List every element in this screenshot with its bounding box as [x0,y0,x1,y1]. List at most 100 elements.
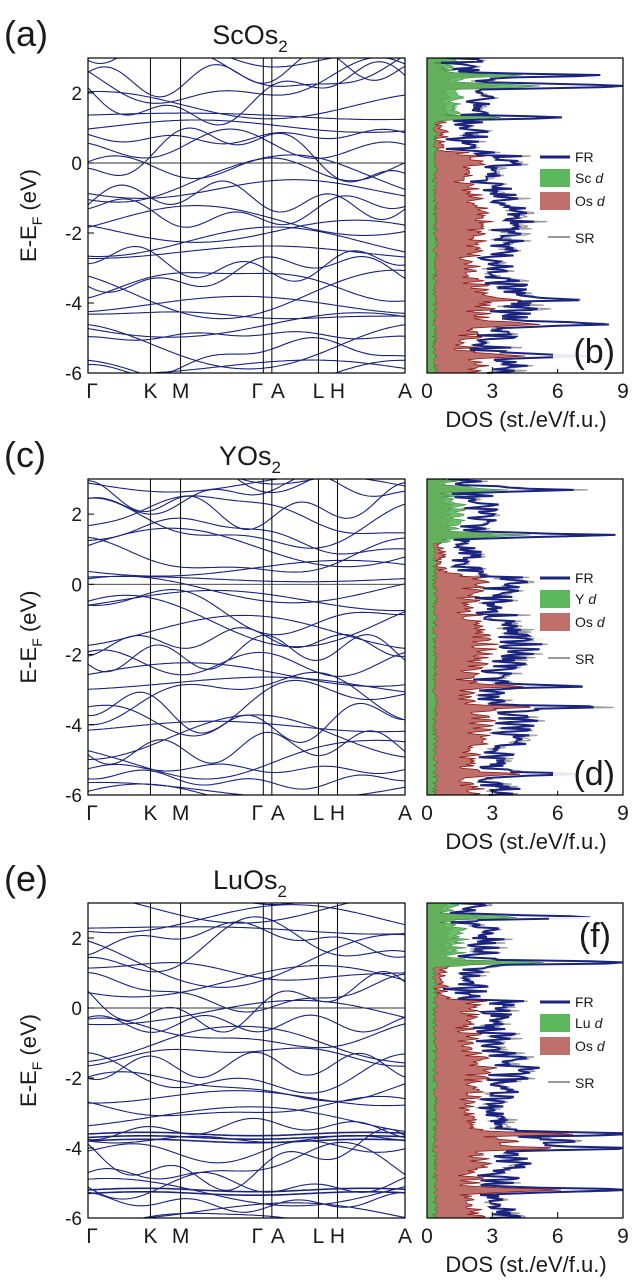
panel-label: (a) [4,13,48,54]
k-point-label: L [313,1225,325,1248]
legend-os-label: Os d [575,1038,606,1054]
mask [405,449,425,825]
y-tick-label: 2 [71,929,82,950]
band-line [87,119,406,133]
k-point-label: K [143,802,157,825]
band-line [87,128,406,159]
mask [28,873,88,1248]
legend-os-label: Os d [575,614,606,630]
k-point-label: Γ [252,1225,264,1248]
fr-line [448,478,616,796]
flat-band-line [87,1191,406,1196]
mask [405,873,425,1248]
y-axis-label: E-EF (eV) [16,1014,45,1107]
k-point-label: H [330,802,345,825]
y-tick-label: -4 [65,716,82,737]
ylabel-subscript: F [29,638,45,647]
band-line [87,128,406,145]
band-line [87,272,406,302]
k-point-label: K [143,380,157,403]
band-line [87,649,406,677]
k-point-label: M [172,1225,190,1248]
legend-os: Os [575,1038,593,1054]
legend-sr-bg [544,1072,604,1092]
y-tick-label: -2 [65,646,82,667]
mask [78,373,415,403]
legend-os-swatch [540,1037,570,1055]
plot-frame [87,57,406,374]
legend-orbital: d [588,591,597,607]
legend-metal-swatch [540,1014,570,1032]
band-line [87,763,406,775]
y-tick-label: -4 [65,294,82,315]
band-line [87,480,406,531]
legend-fr-label: FR [575,149,594,165]
band-line [87,1177,406,1207]
band-line [87,1014,406,1033]
k-point-label: Γ [252,380,264,403]
band-line [87,962,406,981]
band-line [87,219,406,243]
legend-sr-label: SR [575,1075,594,1091]
k-point-label: A [271,802,285,825]
panel-label: (c) [4,434,46,475]
panel-title: ScOs2 [212,20,287,56]
plot-frame [426,57,624,374]
title-text: YOs [219,441,272,471]
ylabel-subscript: F [29,217,45,226]
legend-os-label: Os d [575,193,606,209]
mask [623,893,634,1228]
ylabel-text: E-E [16,225,41,262]
band-line [87,965,406,998]
band-line [87,56,406,104]
k-point-label: A [271,1225,285,1248]
legend-os: Os [575,193,593,209]
band-line [87,634,406,673]
legend-sr-label: SR [575,230,594,246]
x-tick-label: 9 [617,802,629,825]
title-subscript: 2 [278,882,287,901]
legend-sr-label: SR [575,651,594,667]
band-line [87,662,406,687]
k-point-label: L [313,380,325,403]
mask [623,48,634,383]
band-line [87,1052,406,1094]
band-line [87,90,406,120]
x-tick-label: 6 [552,380,564,403]
band-line [88,714,406,761]
band-line [87,691,406,743]
x-tick-label: 9 [617,1225,629,1248]
metal-d-area [426,902,544,1219]
band-line [87,999,406,1026]
x-tick-label: 6 [552,802,564,825]
band-line [87,497,406,549]
band-line [87,739,406,780]
band-line [87,1071,406,1102]
title-text: ScOs [212,20,278,50]
band-line [87,1095,406,1117]
legend-element: Lu [575,1015,591,1031]
mask [405,28,425,403]
mask [78,449,415,479]
legend-element: Sc [575,170,591,186]
metal-d-area [426,478,531,796]
k-point-label: A [398,1225,412,1248]
flat-band-line [87,1131,406,1137]
band-line [88,331,405,341]
panel-title: YOs2 [219,441,281,477]
legend-os-orbital: d [597,614,606,630]
band-line [87,1017,406,1049]
flat-band-line [87,1138,406,1144]
band-line [87,1106,406,1133]
band-line [87,474,406,515]
panel-label: (d) [573,755,615,793]
legend-metal-label: Sc d [575,170,604,186]
band-line [87,614,406,649]
y-tick-label: 2 [71,84,82,105]
band-line [87,195,406,228]
k-point-label: A [398,380,412,403]
mask [78,1218,415,1248]
